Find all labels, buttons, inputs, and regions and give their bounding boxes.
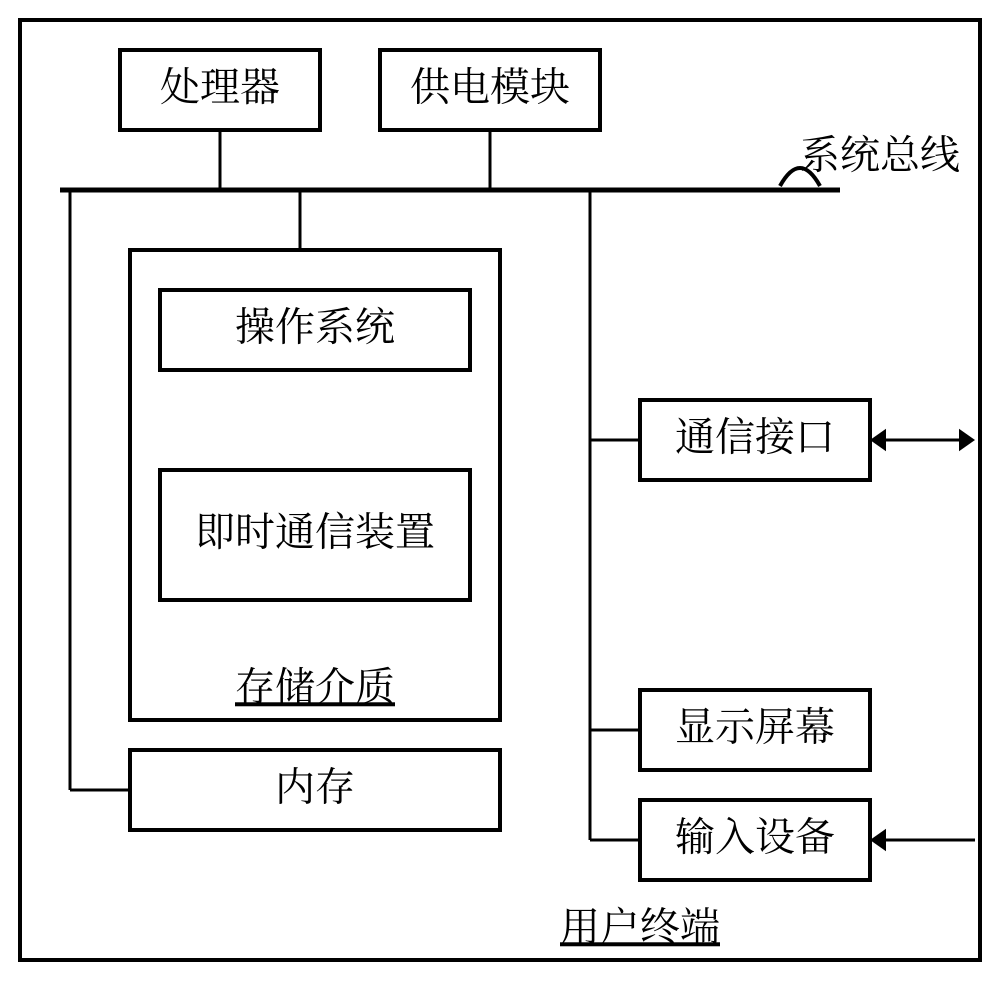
im-device-label: 即时通信装置 <box>195 500 435 557</box>
power-module-box: 供电模块 <box>380 50 600 130</box>
processor-label: 处理器 <box>160 55 280 112</box>
os-box: 操作系统 <box>160 290 470 370</box>
input-device-box: 输入设备 <box>640 800 870 880</box>
os-label: 操作系统 <box>235 295 395 352</box>
input-device-label: 输入设备 <box>675 805 835 862</box>
processor-box: 处理器 <box>120 50 320 130</box>
im-device-box: 即时通信装置 <box>160 470 470 600</box>
comm-interface-label: 通信接口 <box>675 405 835 462</box>
power-module-label: 供电模块 <box>410 55 570 112</box>
user-terminal-label: 用户终端 <box>560 895 720 952</box>
memory-label: 内存 <box>275 755 355 812</box>
comm-interface-box: 通信接口 <box>640 400 870 480</box>
storage-medium-label: 存储介质 <box>235 655 395 712</box>
system-bus-label: 系统总线 <box>800 123 960 180</box>
display-screen-box: 显示屏幕 <box>640 690 870 770</box>
memory-box: 内存 <box>130 750 500 830</box>
display-screen-label: 显示屏幕 <box>675 695 835 752</box>
